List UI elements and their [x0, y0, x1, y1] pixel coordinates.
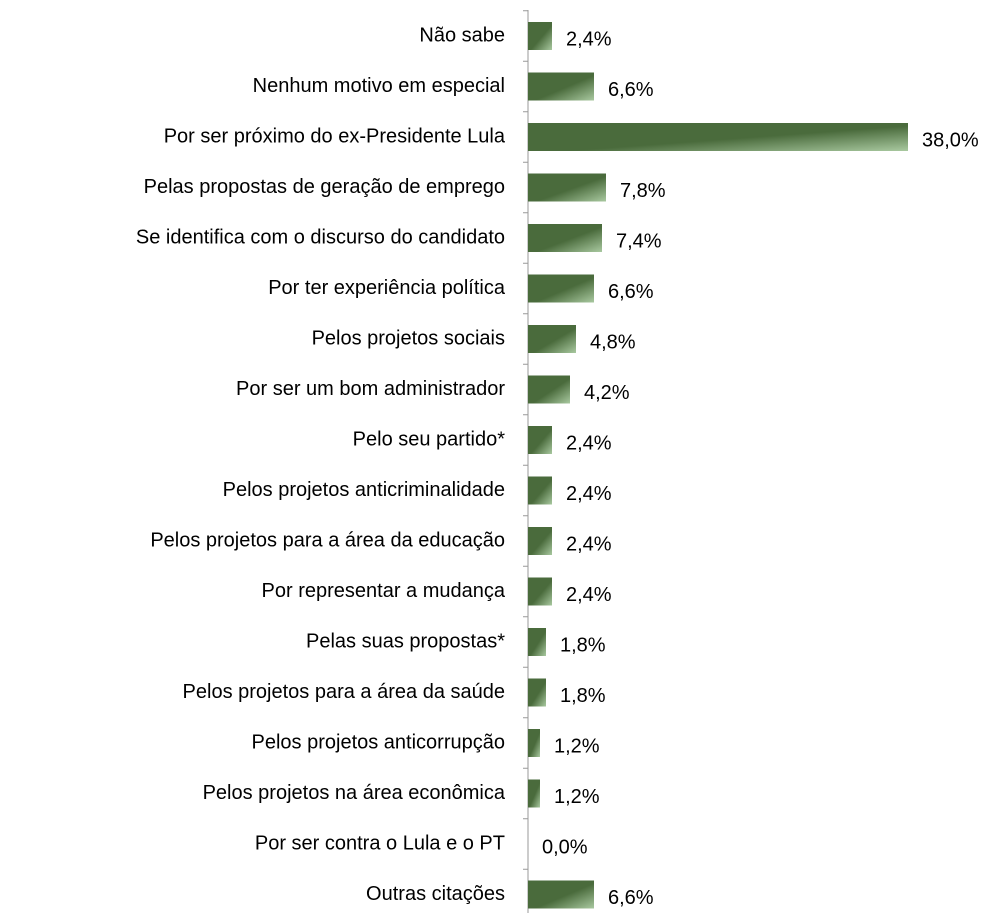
bar	[528, 527, 552, 555]
category-label: Pelos projetos para a área da educação	[150, 529, 505, 551]
value-label: 6,6%	[608, 281, 654, 303]
category-label: Pelo seu partido*	[353, 428, 506, 450]
value-label: 38,0%	[922, 129, 979, 151]
value-label: 4,2%	[584, 382, 630, 404]
value-label: 6,6%	[608, 79, 654, 101]
category-label: Nenhum motivo em especial	[253, 75, 505, 97]
category-label: Pelas propostas de geração de emprego	[144, 176, 505, 198]
category-label: Pelos projetos na área econômica	[203, 782, 506, 804]
category-label: Por ser contra o Lula e o PT	[255, 832, 505, 854]
value-label: 7,8%	[620, 180, 666, 202]
bar	[528, 779, 540, 808]
bar	[528, 426, 552, 454]
value-label: 6,6%	[608, 887, 654, 909]
category-label: Pelos projetos sociais	[312, 327, 505, 349]
bar	[528, 173, 606, 202]
value-label: 0,0%	[542, 836, 588, 858]
category-label: Se identifica com o discurso do candidat…	[136, 226, 505, 248]
bar	[528, 577, 552, 606]
category-label: Pelos projetos para a área da saúde	[183, 681, 505, 703]
value-label: 1,2%	[554, 786, 600, 808]
bar	[528, 880, 594, 909]
bar	[528, 729, 540, 757]
category-label: Pelos projetos anticorrupção	[252, 731, 505, 753]
bar	[528, 22, 552, 50]
category-label: Por representar a mudança	[262, 580, 506, 602]
value-label: 2,4%	[566, 584, 612, 606]
category-label: Pelas suas propostas*	[306, 630, 505, 652]
value-label: 7,4%	[616, 230, 662, 252]
bar	[528, 628, 546, 656]
value-label: 2,4%	[566, 483, 612, 505]
value-label: 2,4%	[566, 28, 612, 50]
bar	[528, 476, 552, 505]
bar	[528, 678, 546, 707]
value-label: 1,8%	[560, 634, 606, 656]
bar	[528, 375, 570, 404]
value-label: 2,4%	[566, 533, 612, 555]
value-label: 4,8%	[590, 331, 636, 353]
category-label: Por ser um bom administrador	[236, 378, 505, 400]
bar	[528, 325, 576, 353]
category-label: Por ser próximo do ex-Presidente Lula	[164, 125, 506, 147]
bar	[528, 224, 602, 252]
bar	[528, 123, 908, 151]
value-label: 2,4%	[566, 432, 612, 454]
bar	[528, 274, 594, 303]
bar	[528, 72, 594, 101]
value-label: 1,8%	[560, 685, 606, 707]
category-label: Pelos projetos anticriminalidade	[223, 479, 505, 501]
category-label: Outras citações	[366, 883, 505, 905]
category-label: Por ter experiência política	[268, 277, 506, 299]
value-label: 1,2%	[554, 735, 600, 757]
category-label: Não sabe	[419, 24, 505, 46]
